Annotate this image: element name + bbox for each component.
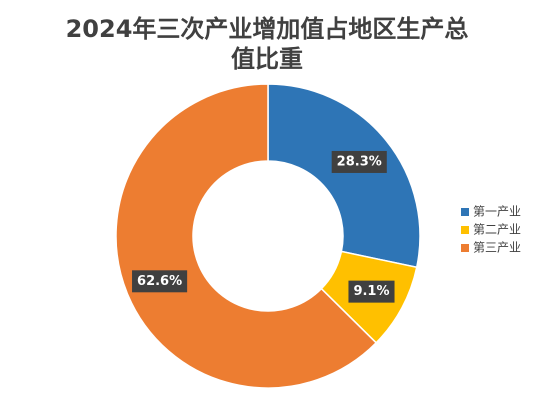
legend-label: 第二产业 [473,223,521,237]
legend-swatch [461,208,469,216]
data-label-box [132,270,188,293]
data-label-text: 9.1% [353,284,389,299]
data-label: 9.1% [348,280,395,303]
legend-label: 第一产业 [473,205,521,219]
data-label-box [348,280,395,303]
donut-slice [115,83,378,389]
legend-swatch [461,226,469,234]
legend-label: 第三产业 [473,241,521,255]
legend-swatch [461,244,469,252]
data-label-text: 62.6% [137,274,182,289]
data-label: 62.6% [132,270,188,293]
data-label: 28.3% [331,150,387,173]
donut-slice [267,83,421,269]
data-label-text: 28.3% [337,154,382,169]
data-label-box [331,150,387,173]
chart-title: 2024年三次产业增加值占地区生产总值比重 [65,15,469,73]
